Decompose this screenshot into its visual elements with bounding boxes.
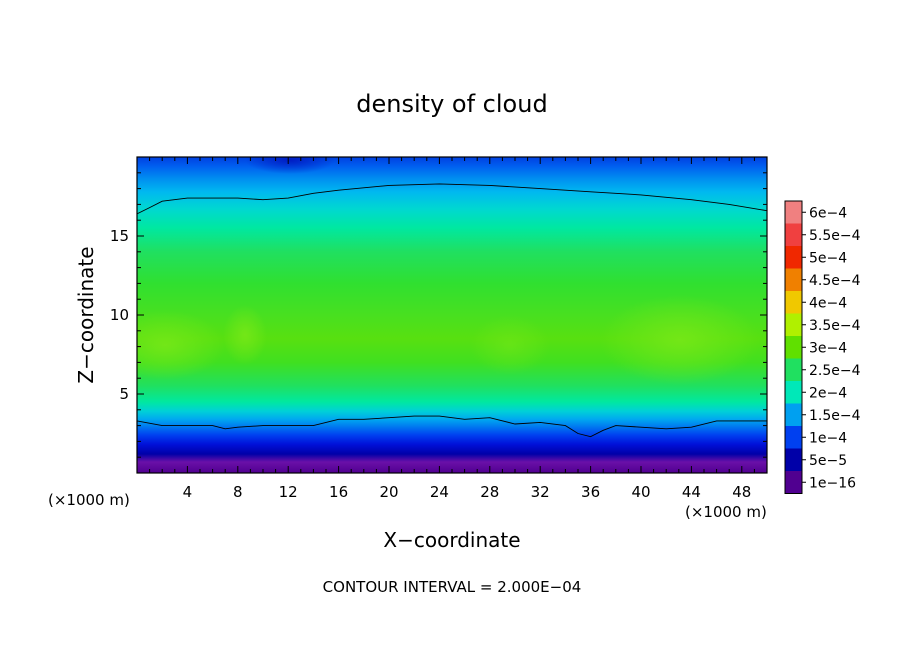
colorbar-swatch [785,426,802,449]
colorbar-swatch [785,291,802,314]
colorbar-label: 6e−4 [809,205,847,221]
contour-line-1 [137,183,767,215]
x-tick-label: 28 [480,483,499,501]
x-tick-label: 16 [329,483,348,501]
colorbar-label: 5e−4 [809,250,847,266]
low-density-top-left [245,157,335,174]
colorbar-label: 1e−4 [809,430,847,446]
colorbar-label: 5e−5 [809,453,847,469]
colorbar-label: 2.5e−4 [809,363,861,379]
colorbar-label: 4.5e−4 [809,273,861,289]
colorbar-swatch [785,381,802,404]
colorbar-swatch [785,403,802,426]
x-tick-label: 48 [732,483,751,501]
colorbar-swatch [785,313,802,336]
contour-line-0 [137,415,767,438]
contour-lines [137,183,767,438]
colorbar-swatch [785,358,802,381]
y-tick-label: 15 [110,227,129,245]
x-tick-label: 20 [379,483,398,501]
x-axis-ticks: 4 8 12 16 20 24 28 32 36 40 44 48 [149,157,755,501]
y-axis-ticks: 5 10 15 [110,172,767,458]
colorbar-swatch [785,448,802,471]
density-blob-mid [223,305,267,365]
colorbar-label: 2e−4 [809,385,847,401]
density-blob-center [470,315,550,375]
plot-area [137,157,767,473]
colorbar-label: 4e−4 [809,295,847,311]
x-tick-label: 24 [430,483,449,501]
x-tick-label: 40 [631,483,650,501]
y-tick-label: 5 [119,385,129,403]
colorbar: 6e−4 5.5e−4 5e−4 4.5e−4 4e−4 3.5e−4 3e−4 2.5e−4… [784,200,861,494]
colorbar-label: 1.5e−4 [809,408,861,424]
colorbar-label: 3.5e−4 [809,318,861,334]
x-unit-label-left: (×1000 m) [48,491,130,509]
density-blob-right [600,295,760,385]
y-axis-label: Z−coordinate [74,246,98,383]
colorbar-label: 5.5e−4 [809,228,861,244]
x-tick-label: 4 [183,483,193,501]
x-tick-label: 8 [233,483,243,501]
colorbar-swatch [785,268,802,291]
colorbar-swatch [785,471,802,494]
x-axis-label: X−coordinate [383,528,520,552]
chart-title: density of cloud [356,90,547,118]
colorbar-swatch [785,336,802,359]
density-blob-left [137,310,225,380]
x-tick-label: 44 [682,483,701,501]
x-unit-label-right: (×1000 m) [685,503,767,521]
x-tick-label: 36 [581,483,600,501]
colorbar-label: 3e−4 [809,340,847,356]
colorbar-swatch [785,246,802,269]
colorbar-swatch [785,223,802,246]
colorbar-swatch [785,201,802,224]
contour-interval-note: CONTOUR INTERVAL = 2.000E−04 [323,578,582,596]
x-tick-label: 32 [531,483,550,501]
x-tick-label: 12 [279,483,298,501]
y-tick-label: 10 [110,306,129,324]
colorbar-label: 1e−16 [809,475,856,491]
